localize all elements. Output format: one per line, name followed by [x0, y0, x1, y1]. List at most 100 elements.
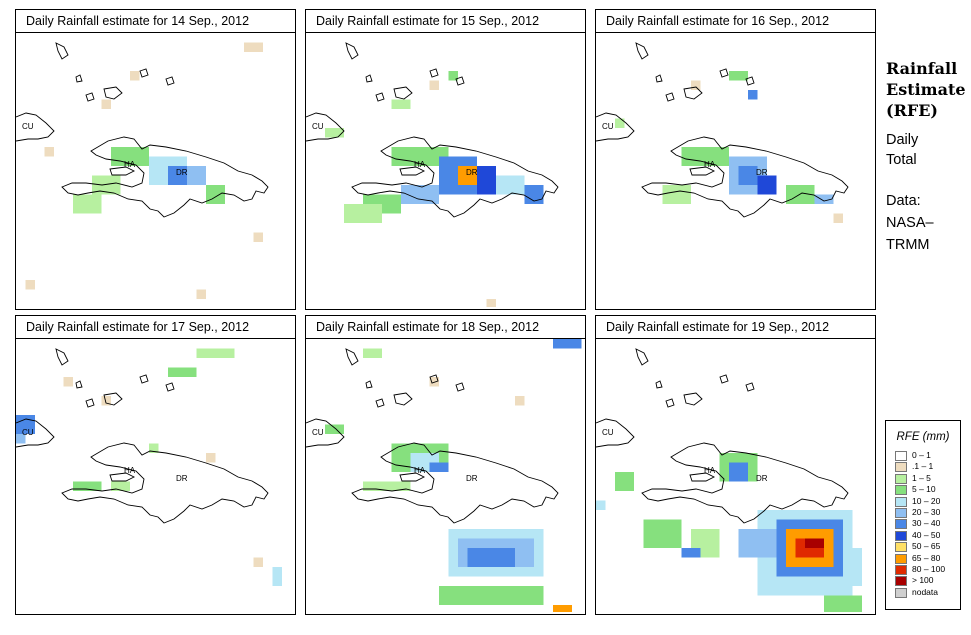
coastline: [719, 374, 729, 384]
rainfall-cell: [719, 472, 729, 482]
rainfall-cell: [710, 156, 720, 166]
country-label-cuba: CU: [602, 428, 614, 437]
data-line: TRMM: [886, 237, 930, 253]
rainfall-cell: [738, 71, 748, 81]
rainfall-cell: [82, 194, 92, 204]
rainfall-cell: [73, 204, 83, 214]
rainfall-cell: [515, 185, 525, 195]
rainfall-cell: [843, 595, 853, 605]
rainfall-cell: [486, 175, 496, 185]
rainfall-cell: [496, 538, 506, 548]
coastline: [689, 166, 716, 176]
rainfall-cell: [486, 166, 496, 176]
country-label-haiti: HA: [704, 466, 716, 475]
rainfall-cell: [824, 538, 834, 548]
rainfall-cell: [429, 194, 439, 204]
rainfall-cell: [691, 538, 701, 548]
rainfall-cell: [786, 519, 796, 529]
rainfall-cell: [215, 194, 225, 204]
rainfall-cell: [439, 156, 449, 166]
rainfall-cell: [534, 185, 544, 195]
rainfall-cell: [477, 557, 487, 567]
rainfall-cell: [177, 175, 187, 185]
rainfall-cell: [196, 289, 206, 299]
country-label-dominican_republic: DR: [466, 168, 478, 177]
rainfall-cell: [120, 156, 130, 166]
coastline: [429, 374, 439, 384]
rainfall-cell: [325, 128, 335, 138]
rainfall-cell: [158, 175, 168, 185]
rainfall-cell: [196, 348, 206, 358]
rainfall-cell: [643, 519, 653, 529]
map-panel-15-sep: Daily Rainfall estimate for 15 Sep., 201…: [305, 9, 586, 310]
rainfall-cell: [187, 166, 197, 176]
rainfall-cell: [477, 185, 487, 195]
rainfall-cell: [776, 538, 786, 548]
rainfall-cell: [505, 529, 515, 539]
rainfall-cell: [738, 453, 748, 463]
panel-title: Daily Rainfall estimate for 19 Sep., 201…: [595, 315, 876, 339]
rainfall-cell: [710, 538, 720, 548]
rainfall-grid: CU HA DR: [306, 42, 559, 307]
rainfall-cell: [486, 529, 496, 539]
rainfall-cell: [757, 156, 767, 166]
rainfall-cell: [786, 510, 796, 520]
rainfall-cell: [843, 605, 853, 612]
rainfall-cell: [486, 595, 496, 605]
rainfall-cell: [401, 453, 411, 463]
rainfall-cell: [805, 548, 815, 558]
rainfall-cell: [334, 128, 344, 138]
legend-label: 0 – 1: [912, 450, 931, 460]
rainfall-cell: [92, 175, 102, 185]
rainfall-cell: [401, 99, 411, 109]
rainfall-cell: [101, 99, 111, 109]
rainfall-cell: [553, 339, 563, 349]
coastline: [455, 76, 465, 86]
rainfall-cell: [833, 548, 843, 558]
rainfall-cell: [700, 156, 710, 166]
rainfall-cell: [467, 175, 477, 185]
rainfall-cell: [448, 166, 458, 176]
rainfall-cell: [458, 166, 468, 176]
rainfall-cell: [111, 147, 121, 157]
rainfall-cell: [467, 548, 477, 558]
rainfall-cell: [429, 462, 439, 472]
rainfall-cell: [410, 462, 420, 472]
rainfall-cell: [738, 548, 748, 558]
rainfall-cell: [852, 567, 862, 577]
rainfall-cell: [748, 90, 758, 100]
rainfall-cell: [92, 194, 102, 204]
legend-swatch: [895, 485, 907, 496]
rainfall-cell: [505, 586, 515, 596]
coastline: [365, 74, 373, 83]
rainfall-cell: [767, 185, 777, 195]
rainfall-cell: [420, 443, 430, 453]
rainfall-cell: [448, 557, 458, 567]
country-label-dominican_republic: DR: [176, 168, 188, 177]
rainfall-cell: [130, 147, 140, 157]
rainfall-cell: [391, 481, 401, 491]
rainfall-cell: [515, 538, 525, 548]
rainfall-cell: [158, 166, 168, 176]
rainfall-cell: [662, 529, 672, 539]
rainfall-cell: [448, 567, 458, 577]
rainfall-cell: [738, 156, 748, 166]
rainfall-cell: [805, 586, 815, 596]
coastline: [61, 442, 269, 524]
rainfall-cell: [795, 529, 805, 539]
rainfall-cell: [795, 538, 805, 548]
rainfall-cell: [786, 567, 796, 577]
rainfall-cell: [391, 147, 401, 157]
coastline: [399, 166, 426, 176]
rainfall-cell: [767, 567, 777, 577]
rainfall-cell: [534, 557, 544, 567]
rainfall-cell: [344, 204, 354, 214]
rainfall-cell: [852, 605, 862, 612]
coastline: [61, 136, 269, 218]
rainfall-cell: [748, 185, 758, 195]
rainfall-cell: [401, 156, 411, 166]
rainfall-cell: [477, 586, 487, 596]
rainfall-cell: [439, 185, 449, 195]
rainfall-cell: [429, 453, 439, 463]
rainfall-cell: [786, 557, 796, 567]
